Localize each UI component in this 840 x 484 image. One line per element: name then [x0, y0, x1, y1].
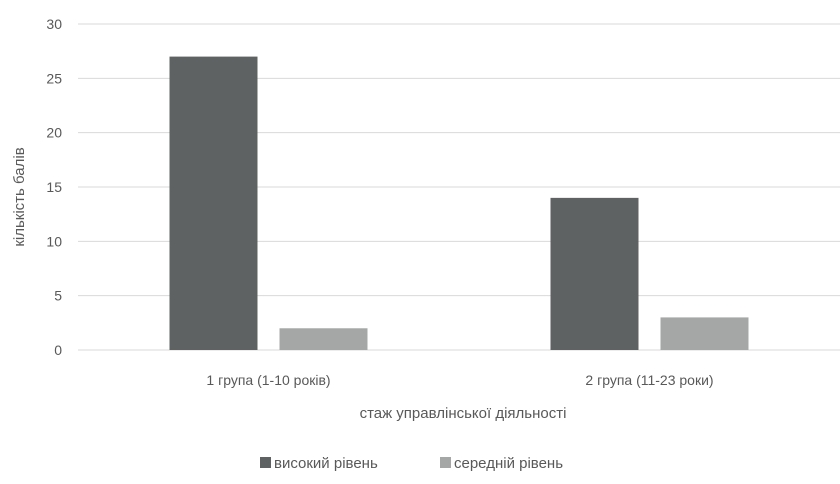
y-tick-label: 25: [46, 70, 62, 86]
legend: високий рівень середній рівень: [260, 455, 563, 472]
x-category-label: 2 група (11-23 роки): [585, 372, 713, 388]
y-tick-label: 30: [46, 16, 62, 32]
x-category-label: 1 група (1-10 років): [206, 372, 330, 388]
y-tick-label: 0: [54, 342, 62, 358]
y-axis-title: кількість балів: [11, 147, 28, 246]
legend-swatch: [440, 457, 451, 468]
y-tick-label: 20: [46, 125, 62, 141]
y-tick-label: 10: [46, 233, 62, 249]
bar-high-2: [550, 197, 639, 350]
y-tick-label: 5: [54, 288, 62, 304]
legend-label: середній рівень: [454, 455, 563, 472]
bar-high-1: [169, 56, 258, 350]
bars: [169, 56, 749, 350]
y-tick-label: 15: [46, 179, 62, 195]
legend-label: високий рівень: [274, 455, 378, 472]
legend-swatch: [260, 457, 271, 468]
x-axis-categories: 1 група (1-10 років) 2 група (11-23 роки): [206, 372, 713, 388]
x-axis-title: стаж управлінської діяльності: [360, 405, 567, 422]
bar-medium-2: [660, 317, 749, 350]
bar-medium-1: [279, 328, 368, 350]
y-axis-ticks: 0 5 10 15 20 25 30: [46, 16, 62, 358]
